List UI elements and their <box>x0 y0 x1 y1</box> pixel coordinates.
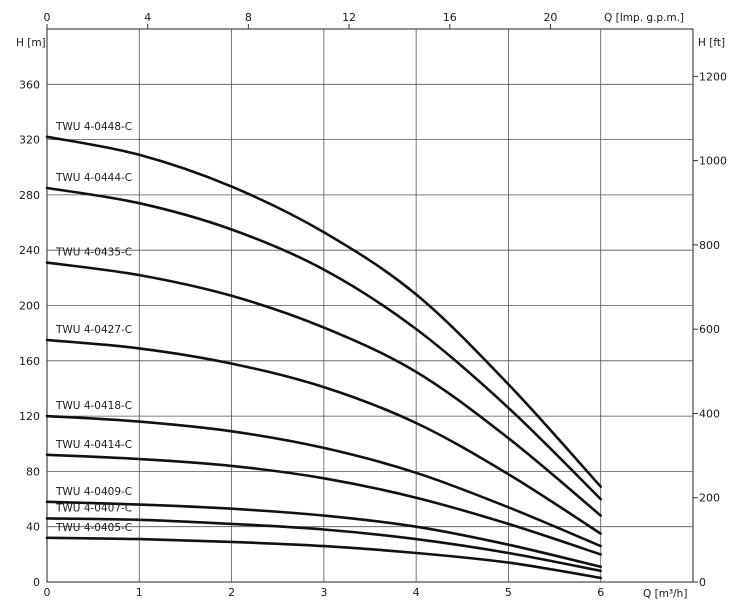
pump-curve <box>45 135 602 488</box>
x-tick-label: 5 <box>505 586 512 599</box>
right-y-tick-label: 800 <box>699 239 720 252</box>
top-x-tick-label: 16 <box>443 11 457 24</box>
y-tick-label: 360 <box>19 78 40 91</box>
pump-curve <box>45 414 602 548</box>
curve-labels: TWU 4-0448-C TWU 4-0444-C TWU 4-0435-C TWU … <box>55 121 132 534</box>
x-tick-label: 2 <box>228 586 235 599</box>
top-x-tick-label: 8 <box>245 11 252 24</box>
right-y-tick-label: 0 <box>699 576 706 589</box>
y-tick-label: 80 <box>26 465 40 478</box>
top-x-tick-label: 0 <box>44 11 51 24</box>
curves <box>45 135 602 580</box>
y-tick-label: 160 <box>19 355 40 368</box>
x-tick-label: 6 <box>597 586 604 599</box>
x-tick-label: 4 <box>413 586 420 599</box>
pump-curve <box>45 338 602 535</box>
top-x-tick-label: 4 <box>144 11 151 24</box>
y-tick-label: 40 <box>26 521 40 534</box>
curve-label: TWU 4-0435-C <box>55 247 132 259</box>
curve-label: TWU 4-0409-C <box>55 486 132 498</box>
x-tick-label: 1 <box>136 586 143 599</box>
right-y-axis-label: H [ft] <box>698 37 725 49</box>
y-tick-label: 120 <box>19 410 40 423</box>
curve-label: TWU 4-0427-C <box>55 324 132 336</box>
y-tick-label: 200 <box>19 300 40 313</box>
x-tick-label: 3 <box>320 586 327 599</box>
grid <box>46 28 694 583</box>
right-y-tick-label: 1200 <box>699 70 727 83</box>
right-y-tick-label: 600 <box>699 323 720 336</box>
curve-label: TWU 4-0418-C <box>55 400 132 412</box>
y-tick-label: 280 <box>19 189 40 202</box>
pump-curve <box>45 500 602 569</box>
pump-curve <box>45 261 602 517</box>
y-tick-label: 320 <box>19 134 40 147</box>
pump-curve <box>45 186 602 501</box>
right-y-tick-label: 400 <box>699 407 720 420</box>
top-x-tick-label: 20 <box>543 11 557 24</box>
y-axis-label: H [m] <box>16 37 46 49</box>
y-tick-label: 240 <box>19 244 40 257</box>
curve-label: TWU 4-0414-C <box>55 439 132 451</box>
right-y-tick-label: 1000 <box>699 155 727 168</box>
pump-curve <box>45 517 602 573</box>
x-tick-label: 0 <box>44 586 51 599</box>
curve-label: TWU 4-0448-C <box>55 121 132 133</box>
x-axis-label: Q [m³/h] <box>643 588 687 600</box>
top-x-axis-label: Q [Imp. g.p.m.] <box>604 12 684 24</box>
top-x-tick-label: 12 <box>342 11 356 24</box>
right-y-tick-label: 200 <box>699 492 720 505</box>
curve-label: TWU 4-0407-C <box>55 502 132 514</box>
curve-label: TWU 4-0405-C <box>55 522 132 534</box>
curve-label: TWU 4-0444-C <box>55 172 132 184</box>
pump-curve <box>45 453 602 556</box>
pump-curve <box>45 536 602 580</box>
y-tick-label: 0 <box>33 576 40 589</box>
